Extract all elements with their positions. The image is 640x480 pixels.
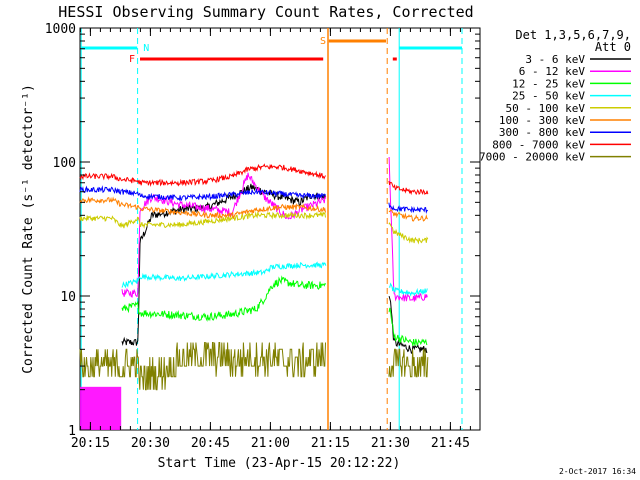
mode-bars <box>81 39 462 61</box>
legend-label: 100 - 300 keV <box>499 114 585 127</box>
marker-n: N <box>143 43 149 54</box>
x-tick-label: 21:00 <box>251 436 290 451</box>
series-line <box>121 172 327 298</box>
footer-date: 2-Oct-2017 16:34 <box>559 467 636 476</box>
series-line <box>79 210 326 230</box>
legend-label: 12 - 25 keV <box>512 77 585 90</box>
series-line <box>121 275 327 322</box>
series-line <box>79 342 326 391</box>
series-line <box>79 163 326 187</box>
marker-f: F <box>129 54 135 65</box>
series-line <box>388 295 428 354</box>
y-tick-label: 1000 <box>45 22 76 37</box>
series-line <box>388 307 428 347</box>
x-tick-label: 20:45 <box>191 436 230 451</box>
mode-markers: NF S <box>129 36 326 65</box>
low-count-block <box>80 386 122 430</box>
series-line <box>121 183 327 346</box>
x-tick-label: 20:15 <box>71 436 110 451</box>
x-tick-label: 21:30 <box>371 436 410 451</box>
legend-label: 25 - 50 keV <box>512 90 585 103</box>
series-line <box>388 202 428 214</box>
legend-label: 50 - 100 keV <box>506 102 586 115</box>
series-line <box>388 209 429 222</box>
legend-label: 3 - 6 keV <box>525 53 585 66</box>
y-axis-label: Corrected Count Rate (s⁻¹ detector⁻¹) <box>21 84 36 374</box>
series-line <box>388 222 429 245</box>
legend-header-line1: Det 1,3,5,6,7,9, <box>515 28 631 42</box>
mode-transition-lines <box>80 28 463 430</box>
legend-label: 800 - 7000 keV <box>492 138 585 151</box>
marker-s: S <box>320 36 326 47</box>
series-lines <box>79 156 429 430</box>
series-line <box>121 261 327 289</box>
chart-title: HESSI Observing Summary Count Rates, Cor… <box>58 3 473 21</box>
series-line <box>388 348 429 378</box>
series-line <box>388 156 428 302</box>
series-line <box>388 282 428 297</box>
y-tick-label: 1 <box>68 424 76 439</box>
x-tick-label: 21:15 <box>311 436 350 451</box>
y-tick-label: 10 <box>60 290 76 305</box>
series-line <box>79 185 326 202</box>
legend-label: 6 - 12 keV <box>519 65 586 78</box>
legend-label: 300 - 800 keV <box>499 126 585 139</box>
y-tick-label: 100 <box>53 156 76 171</box>
x-tick-label: 20:30 <box>131 436 170 451</box>
legend-header-line2: Att 0 <box>595 40 631 54</box>
x-tick-label: 21:45 <box>431 436 470 451</box>
legend-label: 7000 - 20000 keV <box>479 151 585 164</box>
x-axis-label: Start Time (23-Apr-15 20:12:22) <box>158 456 401 471</box>
axes: 20:15 20:30 20:45 21:00 21:15 21:30 21:45 1 10 10… <box>45 22 480 451</box>
series-line <box>388 180 429 196</box>
series-line <box>79 196 326 220</box>
